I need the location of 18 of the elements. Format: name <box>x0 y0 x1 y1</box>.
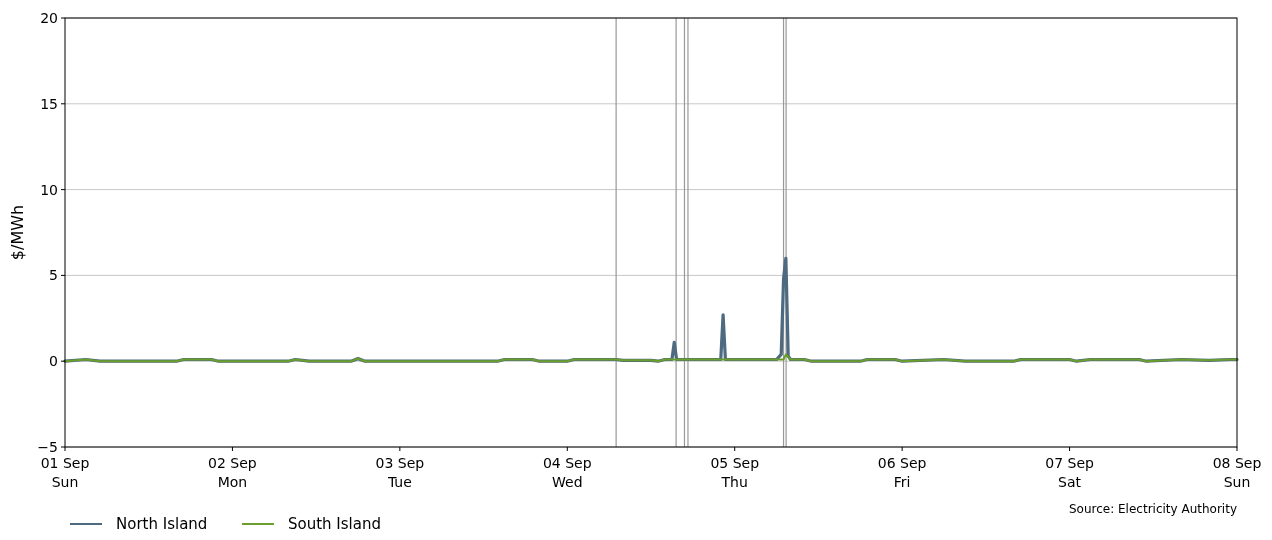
y-tick-label: 10 <box>40 181 58 198</box>
x-tick-label: 07 Sep Sat <box>1045 455 1095 490</box>
y-tick-label: 0 <box>49 353 58 370</box>
x-tick-label: 01 Sep Sun <box>40 455 90 490</box>
x-tick-label: 02 Sep Mon <box>208 455 257 490</box>
legend-label: North Island <box>116 515 208 534</box>
source-note: Source: Electricity Authority <box>1068 502 1237 516</box>
legend-label: South Island <box>288 515 381 534</box>
y-axis-title: $/MWh <box>8 204 27 261</box>
y-tick-label: −5 <box>37 438 58 455</box>
x-tick-label: 05 Sep Thu <box>710 455 760 490</box>
x-tick-label: 08 Sep Sun <box>1212 455 1262 490</box>
y-tick-label: 20 <box>40 9 58 26</box>
x-tick-label: 03 Sep Tue <box>375 455 425 490</box>
y-tick-label: 5 <box>49 267 58 284</box>
x-tick-label: 04 Sep Wed <box>542 455 592 490</box>
x-tick-label: 06 Sep Fri <box>877 455 927 490</box>
y-tick-label: 15 <box>40 95 58 112</box>
